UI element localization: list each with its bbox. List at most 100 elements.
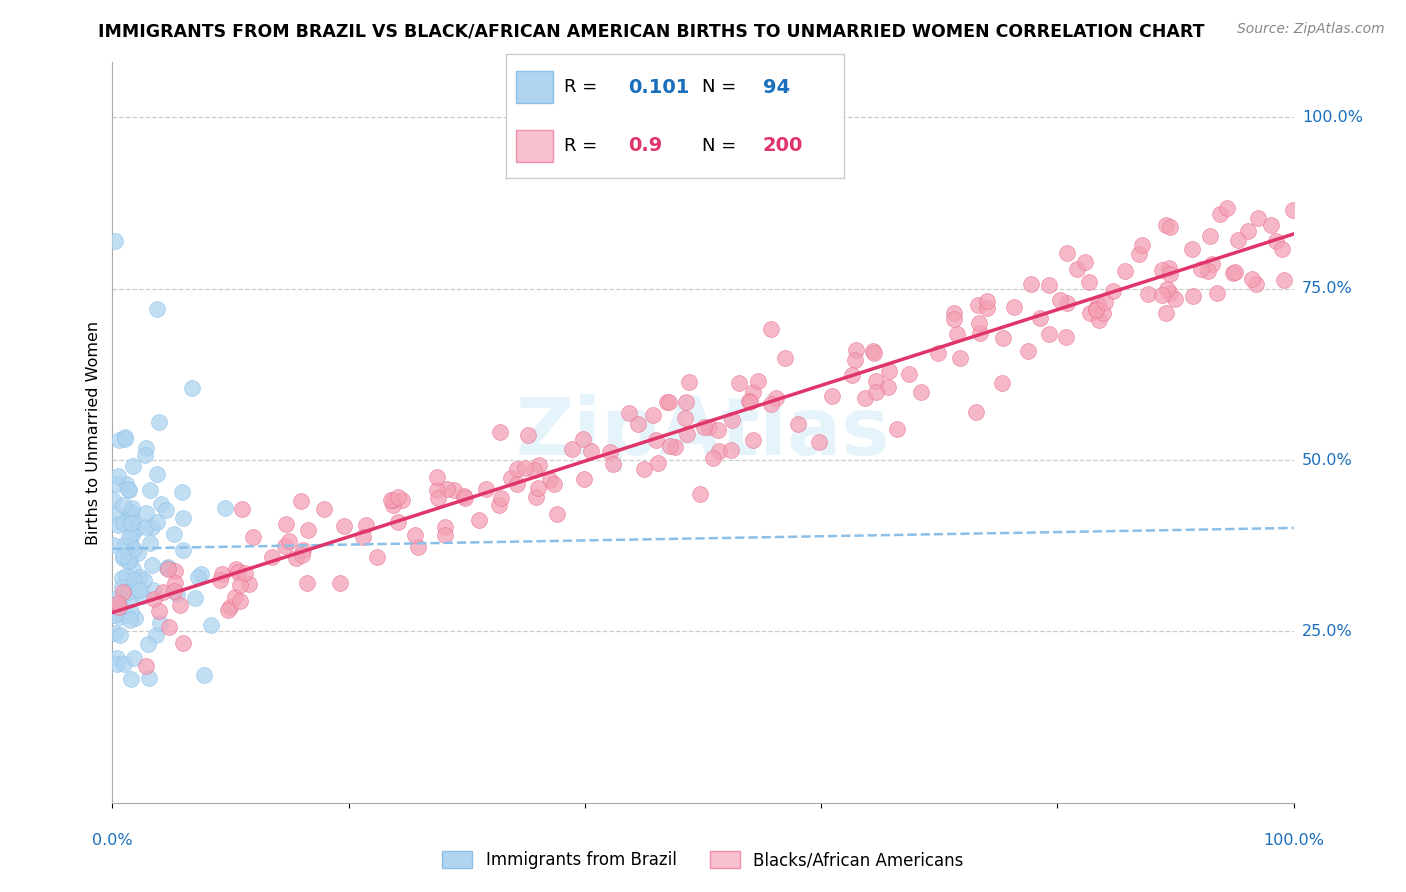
- Point: [474, 482, 496, 496]
- Point: [741, 434, 763, 448]
- Point: [1078, 306, 1101, 320]
- Point: [877, 380, 900, 394]
- Point: [382, 498, 405, 512]
- Point: [291, 543, 314, 558]
- Point: [332, 519, 354, 533]
- Point: [689, 486, 711, 500]
- Point: [224, 591, 246, 605]
- Point: [1002, 300, 1025, 314]
- Point: [1197, 264, 1219, 278]
- Text: IMMIGRANTS FROM BRAZIL VS BLACK/AFRICAN AMERICAN BIRTHS TO UNMARRIED WOMEN CORRE: IMMIGRANTS FROM BRAZIL VS BLACK/AFRICAN …: [98, 22, 1205, 40]
- Point: [865, 384, 887, 399]
- Point: [675, 395, 697, 409]
- Point: [190, 566, 212, 581]
- Point: [124, 515, 146, 529]
- Point: [141, 519, 163, 533]
- Point: [214, 501, 236, 516]
- Point: [969, 326, 991, 341]
- Point: [1049, 293, 1071, 308]
- Point: [1087, 297, 1109, 311]
- Point: [228, 593, 250, 607]
- Point: [658, 395, 681, 409]
- Point: [131, 589, 153, 603]
- Point: [107, 517, 129, 532]
- Point: [387, 491, 409, 505]
- Point: [1029, 311, 1052, 326]
- Point: [673, 410, 696, 425]
- Point: [117, 585, 139, 599]
- Point: [1078, 275, 1101, 289]
- Y-axis label: Births to Unmarried Women: Births to Unmarried Women: [86, 320, 101, 545]
- Point: [291, 548, 314, 562]
- Point: [599, 445, 621, 459]
- Text: 100.0%: 100.0%: [1302, 110, 1362, 125]
- Point: [120, 538, 142, 552]
- Point: [1038, 327, 1060, 342]
- Point: [169, 598, 191, 612]
- Point: [132, 573, 155, 587]
- Point: [627, 417, 650, 432]
- Point: [1038, 277, 1060, 292]
- Point: [163, 576, 186, 591]
- Point: [664, 440, 686, 454]
- Point: [720, 442, 742, 457]
- Point: [543, 476, 565, 491]
- Point: [277, 533, 299, 548]
- Text: Source: ZipAtlas.com: Source: ZipAtlas.com: [1237, 22, 1385, 37]
- Point: [148, 416, 170, 430]
- Point: [910, 384, 932, 399]
- Point: [124, 541, 146, 556]
- Point: [976, 301, 998, 315]
- Point: [135, 658, 157, 673]
- Point: [146, 467, 169, 482]
- Point: [1101, 284, 1123, 298]
- Point: [433, 528, 456, 542]
- Point: [145, 516, 167, 530]
- Point: [312, 502, 335, 516]
- Point: [139, 483, 162, 498]
- Point: [233, 566, 256, 581]
- Point: [488, 425, 510, 439]
- Point: [217, 603, 239, 617]
- Point: [1240, 272, 1263, 286]
- Point: [354, 518, 377, 533]
- Point: [841, 368, 863, 383]
- Point: [108, 610, 131, 624]
- Point: [391, 492, 413, 507]
- Point: [641, 408, 664, 422]
- Point: [1244, 277, 1267, 291]
- Point: [965, 405, 987, 419]
- Point: [200, 617, 222, 632]
- Point: [524, 490, 547, 504]
- Point: [120, 605, 142, 619]
- Point: [121, 528, 143, 542]
- Point: [172, 511, 194, 525]
- Point: [1088, 313, 1111, 327]
- Point: [853, 391, 876, 405]
- Point: [148, 604, 170, 618]
- Point: [135, 506, 157, 520]
- Point: [115, 607, 138, 622]
- Point: [118, 483, 141, 497]
- Point: [124, 650, 146, 665]
- Point: [112, 516, 135, 531]
- Point: [103, 506, 125, 520]
- Point: [163, 564, 186, 578]
- Point: [1156, 218, 1178, 232]
- Point: [1073, 255, 1095, 269]
- Point: [211, 567, 233, 582]
- Point: [238, 577, 260, 591]
- Point: [112, 498, 135, 512]
- Point: [427, 491, 450, 506]
- Point: [114, 433, 136, 447]
- Text: R =: R =: [564, 78, 603, 96]
- Point: [103, 600, 125, 615]
- Point: [1056, 295, 1078, 310]
- Point: [1159, 267, 1181, 281]
- Point: [617, 406, 640, 420]
- Point: [747, 374, 769, 388]
- Point: [976, 293, 998, 308]
- Point: [1272, 273, 1295, 287]
- Point: [844, 353, 866, 368]
- Point: [529, 458, 551, 472]
